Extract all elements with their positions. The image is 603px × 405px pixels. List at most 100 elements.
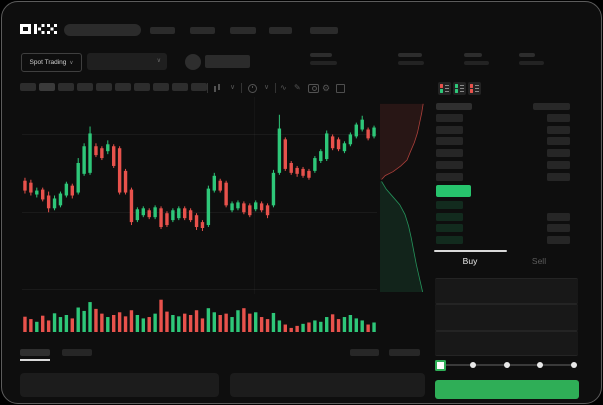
last-price-badge[interactable] [436,185,471,197]
nav-item-3[interactable] [269,27,292,34]
toolbar-tab-2[interactable] [58,83,74,91]
ask-amount-placeholder [547,114,570,122]
nav-item-1[interactable] [190,27,215,34]
ask-amount-placeholder [547,125,570,134]
divider [275,83,276,93]
bid-amount-placeholder [547,236,570,245]
stat-label-3 [519,53,535,57]
gear-settings-icon[interactable]: ⚙ [322,83,331,93]
interval-icon[interactable] [248,83,257,93]
book-bids-icon[interactable] [453,82,466,95]
pencil-draw-icon[interactable]: ✎ [294,83,301,92]
ask-amount-placeholder [547,137,570,146]
book-both-icon[interactable] [438,82,451,95]
chart-grid [22,97,377,294]
bottom-tab-underline [20,359,50,361]
bid-row[interactable] [434,224,580,233]
ask-row[interactable] [434,172,580,181]
mode-line [444,87,449,89]
tab-buy[interactable]: Buy [462,256,478,266]
buy-submit-button[interactable] [435,380,579,399]
orderbook-price-header [436,103,472,110]
bottom-tab-0[interactable] [20,349,50,356]
chevron-down-icon: ∨ [69,59,74,66]
bid-amount-placeholder [547,224,570,233]
search-input[interactable] [64,24,141,36]
pair-selector-dropdown[interactable]: ∨ [87,53,167,70]
nav-item-2[interactable] [230,27,256,34]
fullscreen-icon[interactable] [336,83,345,93]
slider-stop-50[interactable] [503,362,510,368]
divider [241,83,242,93]
bid-price-placeholder [436,236,463,245]
market-type-dropdown[interactable]: Spot Trading ∨ [21,53,82,72]
gridline-h [22,212,377,214]
price-input[interactable] [435,278,578,304]
ask-price-placeholder [436,160,463,169]
mode-top-mark [455,84,458,88]
ask-row[interactable] [434,160,580,169]
bid-row[interactable] [434,201,580,209]
stat-value-3 [519,61,544,65]
total-input[interactable] [435,331,578,356]
depth-chart[interactable] [380,98,432,292]
indicator-icon[interactable] [213,83,222,93]
mode-line [459,84,464,86]
gridline-h [22,134,377,136]
toolbar-tab-3[interactable] [77,83,93,91]
ask-row[interactable] [434,137,580,146]
bid-price-placeholder [436,212,463,221]
slider-stop-100[interactable] [571,362,577,368]
toolbar-tab-7[interactable] [153,83,169,91]
bottom-bar-control-0[interactable] [350,349,379,356]
ask-price-placeholder [436,137,463,146]
toolbar-tab-6[interactable] [134,83,150,91]
mode-line [459,87,464,89]
candlestick-chart[interactable] [22,97,377,294]
tab-sell[interactable]: Sell [531,256,547,266]
ask-amount-placeholder [547,160,570,169]
book-asks-icon[interactable] [468,82,481,95]
chevron-down-icon[interactable]: ∨ [264,84,270,91]
ask-row[interactable] [434,114,580,122]
ask-row[interactable] [434,149,580,158]
toolbar-tab-0[interactable] [20,83,36,91]
bid-amount-placeholder [547,212,570,221]
slider-stop-75[interactable] [537,362,544,368]
line-chart-type-icon[interactable]: ∿ [280,83,287,92]
toolbar-tab-8[interactable] [172,83,188,91]
stat-label-2 [464,53,482,57]
bottom-bar-control-1[interactable] [389,349,420,356]
mode-bottom-mark [470,89,473,93]
mode-top-mark [440,84,443,88]
nav-item-0[interactable] [150,27,175,34]
mode-line [474,87,479,89]
nav-item-4[interactable] [310,27,338,34]
bottom-tab-1[interactable] [62,349,92,356]
toolbar-tab-4[interactable] [96,83,112,91]
ask-price-placeholder [436,172,463,181]
mode-bottom-mark [440,89,443,93]
volume-bars[interactable] [22,298,377,332]
stat-value-0 [310,61,337,65]
bid-price-placeholder [436,224,463,233]
mode-line [444,84,449,86]
chevron-down-icon[interactable]: ∨ [230,84,236,91]
toolbar-tab-5[interactable] [115,83,131,91]
slider-stop-25[interactable] [469,362,476,368]
bid-row[interactable] [434,212,580,221]
bid-row[interactable] [434,236,580,245]
slider-handle[interactable] [435,360,446,371]
mode-line [444,90,449,92]
coin-avatar [185,54,201,70]
camera-snapshot-icon[interactable] [308,83,319,93]
okx-logo: OKX [20,21,58,38]
ask-row[interactable] [434,125,580,134]
ask-price-placeholder [436,149,463,158]
mode-line [474,84,479,86]
amount-input[interactable] [435,304,578,331]
toolbar-tab-9[interactable] [191,83,207,91]
toolbar-tab-1[interactable] [39,83,55,91]
stat-value-2 [464,61,489,65]
